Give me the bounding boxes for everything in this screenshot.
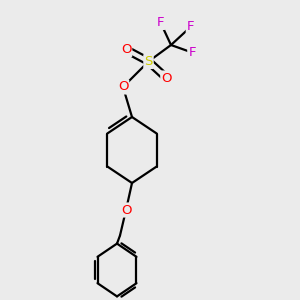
Text: F: F [188, 46, 196, 59]
Text: O: O [161, 71, 172, 85]
Text: F: F [187, 20, 194, 34]
Text: F: F [157, 16, 164, 29]
Text: O: O [118, 80, 128, 94]
Text: O: O [121, 203, 131, 217]
Text: O: O [121, 43, 131, 56]
Text: S: S [144, 55, 153, 68]
